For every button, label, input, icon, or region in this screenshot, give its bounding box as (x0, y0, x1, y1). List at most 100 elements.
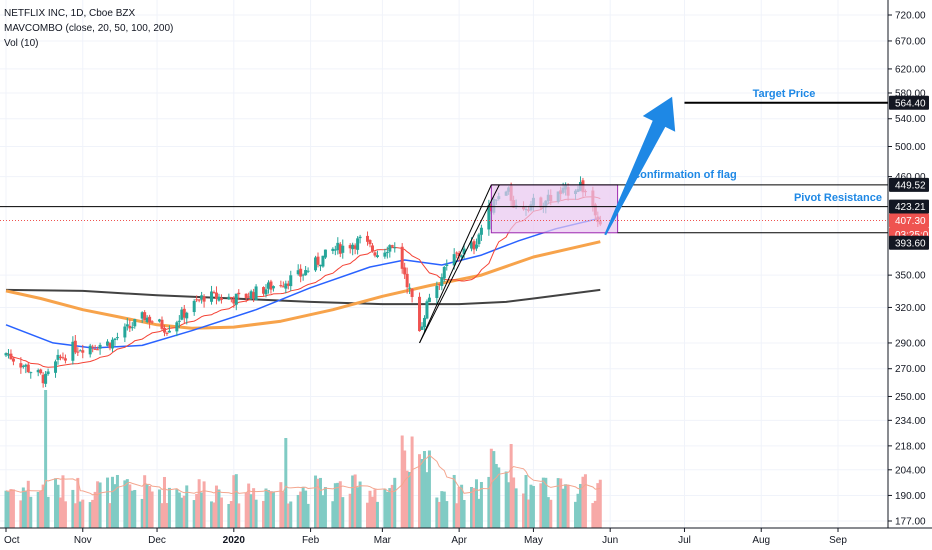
time-tick-label: Nov (74, 535, 92, 546)
candle-body (81, 350, 85, 353)
price-badge (889, 199, 929, 214)
volume-bar (197, 479, 201, 528)
candle-body (422, 317, 426, 328)
target-price-label: Target Price (753, 88, 816, 100)
candle-body (286, 283, 290, 286)
symbol-label[interactable]: NETFLIX INC, 1D, Cboe BZX (4, 8, 136, 19)
volume-bar (529, 484, 533, 528)
candle-body (331, 248, 335, 251)
volume-bar (410, 436, 414, 528)
volume-bar (321, 495, 325, 528)
volume-bar (26, 480, 30, 528)
volume-bar (145, 484, 149, 528)
volume-bar (29, 496, 33, 528)
volume-bar (76, 477, 80, 528)
volume-bar (477, 498, 481, 528)
candle-body (214, 292, 218, 300)
candle-body (435, 285, 439, 298)
candle-body (219, 297, 223, 300)
candle-body (19, 363, 23, 368)
volume-bar (522, 493, 526, 528)
volume-bar (21, 487, 25, 528)
candle-body (375, 255, 379, 258)
price-badge-label: 393.60 (895, 238, 926, 249)
candle-body (44, 373, 48, 384)
price-tick-label: 580.00 (895, 88, 926, 99)
volume-bar (514, 488, 518, 528)
candle-body (388, 245, 392, 252)
volume-bar (566, 484, 570, 528)
candle-body (370, 245, 374, 252)
candle-body (289, 275, 293, 287)
candle-body (356, 238, 360, 250)
candle-body (160, 319, 164, 329)
candle-body (6, 354, 10, 356)
candle-body (304, 270, 308, 276)
candle-body (338, 244, 342, 254)
time-tick-label: Sep (829, 535, 847, 546)
volume-bar (351, 475, 355, 528)
time-tick-label: Jul (678, 535, 691, 546)
volume-bar (284, 438, 288, 528)
candle-body (403, 267, 407, 275)
time-tick-label: Oct (4, 535, 20, 546)
volume-bar (182, 495, 186, 528)
volume-bar (596, 483, 600, 528)
candle-body (143, 312, 147, 321)
candle-body (229, 296, 233, 299)
candle-body (73, 340, 77, 353)
price-tick-label: 218.00 (895, 441, 926, 452)
price-badge-label: 423.21 (895, 202, 926, 213)
volume-bar (318, 477, 322, 528)
candle-body (175, 322, 179, 332)
candle-body (39, 369, 43, 374)
candle-body (24, 364, 28, 367)
candle-body (21, 365, 25, 367)
volume-bar (36, 491, 40, 528)
volume-bar (405, 470, 409, 528)
candle-body (353, 245, 357, 249)
candle-body (405, 273, 409, 288)
volume-bar (71, 489, 75, 528)
candle-body (477, 234, 481, 245)
volume-bar (341, 497, 345, 528)
price-tick-label: 500.00 (895, 142, 926, 153)
volume-bar (266, 490, 270, 528)
volume-bar (494, 463, 498, 528)
candle-body (279, 285, 283, 287)
volume-bar (383, 488, 387, 528)
volume-indicator-label[interactable]: Vol (10) (4, 38, 39, 49)
price-tick-label: 320.00 (895, 303, 926, 314)
volume-bar (370, 496, 374, 528)
volume-bar (400, 435, 404, 528)
candle-body (321, 255, 325, 267)
volume-bar (546, 497, 550, 528)
candle-body (400, 246, 404, 269)
volume-ma-line (5, 454, 601, 496)
candle-body (4, 353, 8, 356)
candle-body (88, 345, 92, 355)
price-badge (889, 213, 929, 228)
volume-bar (425, 472, 429, 528)
volume-bar (358, 481, 362, 528)
candle-body (232, 298, 236, 304)
volume-bar (9, 489, 13, 528)
price-tick-label: 350.00 (895, 271, 926, 282)
volume-bar (531, 485, 535, 528)
volume-bar (314, 475, 318, 528)
volume-bar (210, 501, 214, 528)
candle-body (385, 252, 389, 254)
candle-body (296, 270, 300, 275)
volume-bars (4, 390, 602, 528)
breakout-arrow (604, 96, 676, 236)
candle-body (254, 286, 258, 301)
time-axis-labels: Oct Nov Dec 2020 Feb Mar Apr May Jun Jul Aug Sep (4, 528, 847, 546)
volume-bar (128, 484, 132, 528)
volume-bar (81, 499, 85, 528)
volume-bar (167, 487, 171, 528)
indicator-label[interactable]: MAVCOMBO (close, 20, 50, 100, 200) (4, 23, 174, 34)
volume-bar (88, 502, 92, 528)
volume-bar (375, 501, 379, 528)
candle-body (266, 282, 270, 289)
